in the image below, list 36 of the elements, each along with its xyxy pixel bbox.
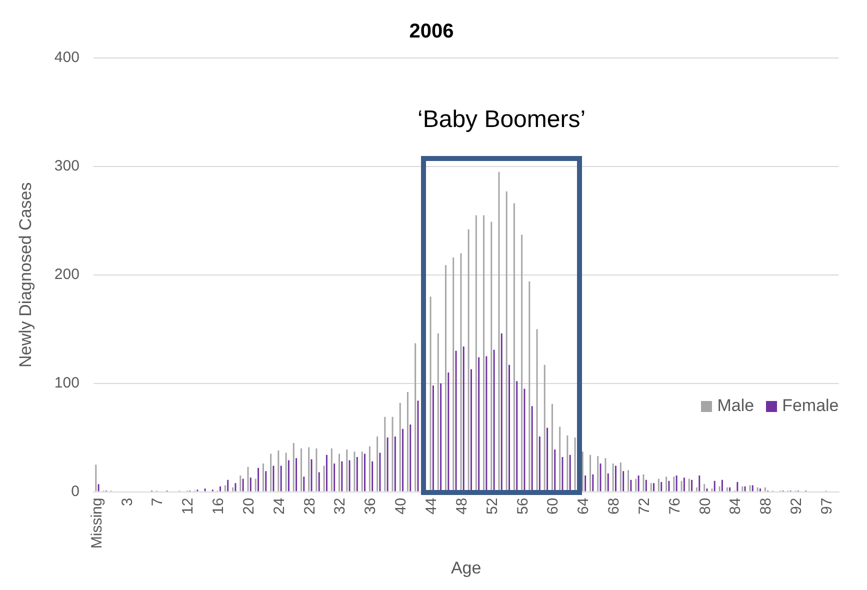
chart-title: 2006 <box>409 20 454 43</box>
y-tick-label: 400 <box>54 49 80 66</box>
y-tick-label: 0 <box>71 482 80 500</box>
x-tick-label: 92 <box>788 498 806 514</box>
x-tick-label: 36 <box>362 498 380 514</box>
y-tick-label: 200 <box>54 266 80 284</box>
x-tick-label: 64 <box>575 498 592 514</box>
legend-label: Female <box>782 396 839 416</box>
x-tick-label: 84 <box>727 498 744 514</box>
x-tick-label: 52 <box>484 498 501 514</box>
x-tick-label: Missing <box>88 498 106 549</box>
x-tick-label: 60 <box>544 498 562 514</box>
x-tick-label: 97 <box>818 498 836 514</box>
x-tick-label: 80 <box>696 498 714 514</box>
x-tick-label: 68 <box>606 498 623 514</box>
y-tick-label: 300 <box>54 158 80 175</box>
x-tick-label: 56 <box>514 498 532 514</box>
x-tick-label: 32 <box>332 498 349 514</box>
legend-label: Male <box>717 396 754 416</box>
x-tick-label: 24 <box>270 498 288 514</box>
x-tick-label: 20 <box>240 498 258 514</box>
x-tick-label: 72 <box>636 498 653 514</box>
y-tick-label: 100 <box>54 374 80 392</box>
x-tick-label: 44 <box>423 498 440 514</box>
x-tick-label: 40 <box>392 498 410 514</box>
y-axis-title: Newly Diagnosed Cases <box>16 182 35 368</box>
x-tick-label: 7 <box>149 498 166 506</box>
x-tick-label: 88 <box>758 498 775 514</box>
x-tick-label: 12 <box>180 498 197 514</box>
x-tick-label: 28 <box>301 498 318 514</box>
x-axis-title: Age <box>450 558 482 578</box>
x-tick-label: 3 <box>118 498 136 506</box>
x-tick-label: 76 <box>666 498 684 514</box>
x-tick-label: 48 <box>453 498 470 514</box>
x-tick-label: 16 <box>210 498 228 514</box>
annotation: ‘Baby Boomers’ <box>416 106 587 134</box>
